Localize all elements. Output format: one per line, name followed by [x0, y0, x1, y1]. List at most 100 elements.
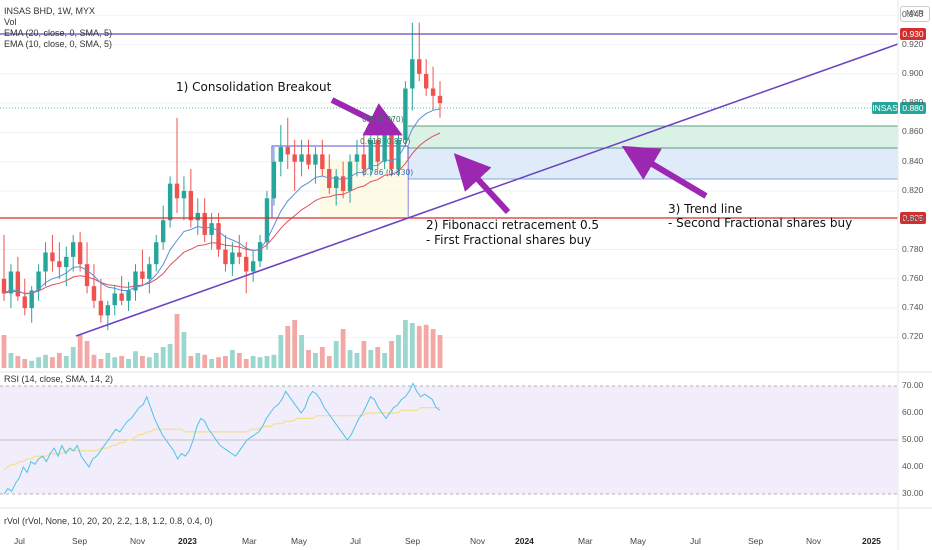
symbol-tag: INSAS [872, 102, 898, 114]
volume-bar [264, 356, 270, 368]
volume-bar [236, 353, 242, 368]
candle-body [410, 59, 415, 89]
volume-bar [70, 347, 76, 368]
price-tick-label: 0.840 [902, 155, 924, 166]
candle-body [396, 139, 401, 170]
time-tick-label: Jul [690, 536, 701, 546]
price-tick-label: 0.800 [902, 214, 924, 225]
candle-body [375, 139, 380, 162]
candle-body [216, 223, 221, 250]
volume-bar [133, 351, 138, 368]
volume-bar [271, 354, 277, 368]
time-tick-label: Nov [130, 536, 146, 546]
candle-body [15, 271, 21, 297]
annotation-fib-line1: 2) Fibonacci retracement 0.5 [426, 218, 600, 232]
candle-body [147, 264, 152, 279]
candle-body [209, 223, 214, 235]
candle-body [174, 183, 180, 199]
volume-bar [299, 335, 304, 368]
volume-bar [63, 356, 69, 368]
candle-body [250, 261, 256, 272]
volume-bar [292, 320, 298, 368]
candle-body [299, 154, 304, 162]
volume-bar [112, 357, 118, 368]
fib-label-0618: 0.618 (0.8?0) [360, 137, 411, 146]
time-tick-label: 2025 [862, 536, 881, 546]
volume-bar [1, 335, 7, 368]
ema10-line [3, 108, 441, 295]
volume-bar [223, 356, 228, 368]
volume-bar [98, 359, 104, 368]
volume-bar [361, 341, 367, 368]
candle-body [278, 147, 284, 162]
volume-bar [216, 357, 221, 368]
candle-body [368, 139, 373, 170]
volume-bar [8, 353, 14, 368]
currency-button[interactable]: MYR [900, 6, 930, 22]
volume-bar [347, 350, 353, 368]
rsi-lines [3, 382, 441, 495]
candle-body [8, 271, 14, 294]
candle-body [112, 293, 117, 306]
candle-body [126, 290, 131, 301]
candle-body [313, 154, 318, 165]
volume-bar [15, 356, 21, 368]
volume-bar [119, 356, 125, 368]
candle-body [237, 252, 242, 257]
candle-body [271, 161, 277, 199]
time-tick-label: May [291, 536, 308, 546]
candle-body [50, 252, 55, 262]
price-tick-label: 0.880 [902, 97, 924, 108]
arrow-trend [621, 145, 708, 199]
volume-bar [313, 353, 318, 368]
volume-bar [195, 353, 201, 368]
candle-body [77, 242, 83, 265]
candle-body [430, 88, 436, 96]
volume-bar [188, 356, 194, 368]
annotation-trend-line1: 3) Trend line [668, 202, 743, 216]
volume-bar [396, 335, 401, 368]
volume-bar [153, 353, 159, 368]
rsi-tick-label: 40.00 [902, 461, 924, 471]
candle-body [423, 73, 429, 89]
volume-bar [319, 347, 325, 368]
volume-bar [36, 357, 42, 368]
annotation-fib-line2: - First Fractional shares buy [426, 233, 592, 247]
candle-body [361, 154, 367, 170]
time-tick-label: Jul [350, 536, 361, 546]
candle-body [160, 220, 166, 243]
candle-body [333, 176, 339, 189]
time-tick-label: 2023 [178, 536, 197, 546]
candle-body [71, 242, 76, 257]
candle-body [403, 88, 408, 140]
volume-bar [333, 341, 339, 368]
volume-bar [77, 335, 83, 368]
volume-legend: Vol [4, 17, 17, 27]
fib-label-05: 0.5 (0.870) [362, 115, 404, 124]
candle-body [57, 261, 62, 268]
time-tick-label: Nov [806, 536, 822, 546]
time-tick-label: Nov [470, 536, 486, 546]
volume-bar [160, 347, 166, 368]
volume-bar [29, 360, 35, 368]
candle-body [119, 293, 124, 301]
price-tag-support: 0.805 [900, 212, 926, 224]
time-tick-label: Mar [578, 536, 593, 546]
fib-zone-green [408, 126, 898, 148]
annotation-trend-line2: - Second Fractional shares buy [668, 216, 853, 230]
volume-bar [437, 335, 443, 368]
ema20-line [3, 132, 441, 294]
volume-bar [146, 357, 152, 368]
volume-bar [375, 347, 381, 368]
candle-body [264, 198, 270, 243]
price-tag-current: 0.880 [900, 102, 926, 114]
volume-bar [209, 359, 215, 368]
candle-body [22, 296, 27, 309]
rsi-line [3, 382, 441, 495]
time-tick-label: Sep [405, 536, 421, 546]
volume-bars [1, 314, 443, 368]
price-tick-label: 0.900 [902, 67, 924, 78]
time-tick-label: May [630, 536, 647, 546]
candle-body [91, 286, 97, 301]
